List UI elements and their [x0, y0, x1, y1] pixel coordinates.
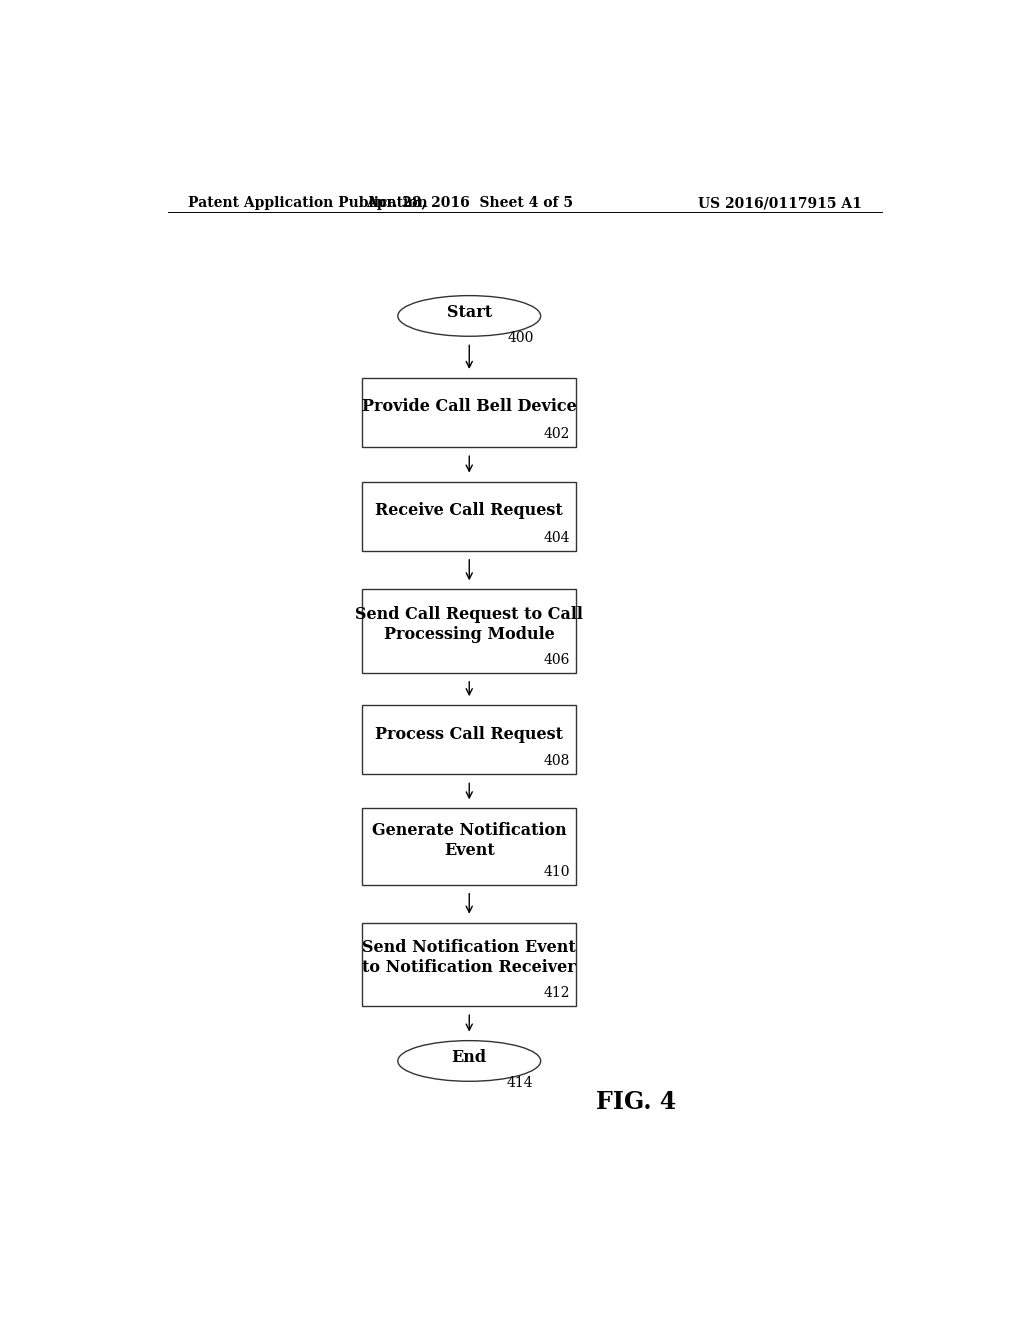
Text: 400: 400	[507, 331, 534, 346]
FancyBboxPatch shape	[362, 482, 577, 550]
Text: 404: 404	[544, 531, 570, 545]
Text: End: End	[452, 1049, 486, 1067]
Text: Generate Notification
Event: Generate Notification Event	[372, 822, 566, 859]
Text: 406: 406	[544, 652, 570, 667]
Text: 410: 410	[544, 865, 570, 879]
Text: 408: 408	[544, 754, 570, 768]
Text: 414: 414	[507, 1076, 534, 1090]
Text: US 2016/0117915 A1: US 2016/0117915 A1	[698, 197, 862, 210]
FancyBboxPatch shape	[362, 808, 577, 884]
Ellipse shape	[397, 296, 541, 337]
FancyBboxPatch shape	[362, 923, 577, 1006]
Text: Apr. 28, 2016  Sheet 4 of 5: Apr. 28, 2016 Sheet 4 of 5	[366, 197, 572, 210]
Text: Patent Application Publication: Patent Application Publication	[187, 197, 427, 210]
Text: Start: Start	[446, 304, 492, 321]
Text: 412: 412	[544, 986, 570, 1001]
FancyBboxPatch shape	[362, 589, 577, 673]
Text: Provide Call Bell Device: Provide Call Bell Device	[361, 399, 577, 416]
Text: 402: 402	[544, 426, 570, 441]
Text: FIG. 4: FIG. 4	[596, 1089, 676, 1114]
FancyBboxPatch shape	[362, 705, 577, 775]
Text: Send Call Request to Call
Processing Module: Send Call Request to Call Processing Mod…	[355, 606, 584, 643]
Text: Send Notification Event
to Notification Receiver: Send Notification Event to Notification …	[362, 940, 577, 975]
Text: Receive Call Request: Receive Call Request	[376, 502, 563, 519]
FancyBboxPatch shape	[362, 378, 577, 447]
Ellipse shape	[397, 1040, 541, 1081]
Text: Process Call Request: Process Call Request	[375, 726, 563, 743]
